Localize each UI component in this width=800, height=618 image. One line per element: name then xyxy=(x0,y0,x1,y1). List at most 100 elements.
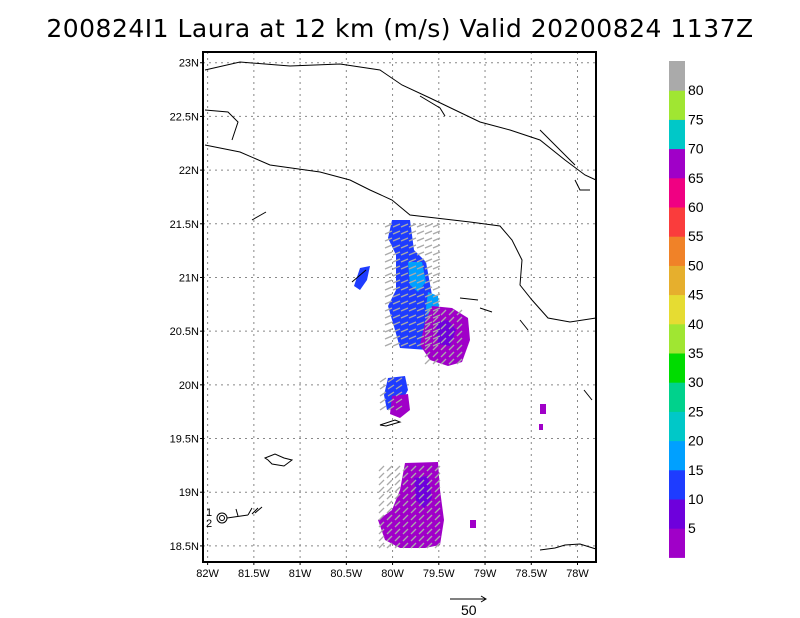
lat-tick-label: 21N xyxy=(179,272,199,284)
colorbar-swatch xyxy=(669,294,685,325)
wind-vector xyxy=(408,223,417,228)
wind-vector xyxy=(410,465,417,472)
wind-vector xyxy=(400,314,409,319)
lon-tick-label: 80W xyxy=(381,568,404,580)
wind-vector xyxy=(410,521,417,528)
wind-vector xyxy=(408,279,417,284)
wind-vector xyxy=(400,265,409,270)
wind-vector xyxy=(392,230,401,235)
wind-vector xyxy=(418,486,425,493)
wind-vector xyxy=(416,272,425,277)
wind-vector xyxy=(384,258,393,263)
wind-vector xyxy=(424,358,431,365)
wind-vector xyxy=(384,244,393,249)
wind-vector xyxy=(392,279,401,284)
wind-vector xyxy=(424,335,433,340)
wind-vector xyxy=(384,230,393,235)
wind-vector xyxy=(424,344,431,351)
lon-tick-label: 78W xyxy=(566,568,589,580)
wind-vector xyxy=(395,405,403,411)
wind-vector xyxy=(432,265,441,270)
wind-vector xyxy=(410,493,417,500)
wind-vector xyxy=(410,472,417,479)
wind-vector xyxy=(402,479,409,486)
wind-vector xyxy=(440,309,447,316)
wind-vector xyxy=(426,521,433,528)
wind-vector xyxy=(426,479,433,486)
wind-vector xyxy=(402,493,409,500)
colorbar-label: 75 xyxy=(688,111,704,127)
wind-vector xyxy=(378,465,385,472)
lon-tick-label: 81W xyxy=(289,568,312,580)
wind-vector xyxy=(392,293,401,298)
wind-vector xyxy=(408,293,417,298)
colorbar-swatch xyxy=(669,207,685,237)
wind-vector xyxy=(432,223,441,228)
wind-vector xyxy=(394,486,401,493)
wind-vector xyxy=(387,384,395,390)
wind-vector xyxy=(402,465,409,472)
wind-vector xyxy=(386,465,393,472)
wind-vector xyxy=(379,384,387,390)
wind-vector xyxy=(394,493,401,500)
wind-vector xyxy=(392,314,401,319)
wind-area-north-cyan xyxy=(408,262,426,292)
haiti-inlet xyxy=(583,389,593,401)
wind-vector xyxy=(378,472,385,479)
wind-vector xyxy=(448,323,455,330)
wind-vector xyxy=(432,251,441,256)
vector-scale: 50 xyxy=(450,595,487,618)
wind-vector xyxy=(392,251,401,256)
wind-vector xyxy=(392,300,401,305)
wind-vector xyxy=(384,342,393,347)
wind-vector xyxy=(384,272,393,277)
key-5 xyxy=(519,319,529,331)
vector-scale-label: 50 xyxy=(461,602,477,618)
wind-vector xyxy=(424,293,433,298)
lat-tick-label: 21.5N xyxy=(170,219,199,231)
wind-vector xyxy=(408,251,417,256)
wind-vector xyxy=(424,244,433,249)
wind-vector xyxy=(448,351,455,358)
colorbar-swatch xyxy=(669,119,685,150)
wind-vector xyxy=(402,535,409,542)
wind-vector xyxy=(418,535,425,542)
wind-vector xyxy=(384,314,393,319)
wind-vector xyxy=(378,486,385,493)
colorbar-swatch xyxy=(669,353,685,383)
wind-vector xyxy=(408,272,417,277)
wind-vector xyxy=(402,528,409,535)
wind-vector xyxy=(440,344,447,351)
colorbar-swatch xyxy=(669,528,685,558)
wind-vector xyxy=(424,337,431,344)
colorbar-label: 35 xyxy=(688,345,704,361)
wind-vector xyxy=(424,307,433,312)
wind-vector xyxy=(456,316,463,323)
wind-vector xyxy=(448,358,455,365)
latitude-labels: 23N 22.5N 22N 21.5N 21N 20.5N 20N 19.5N 19N 18.5N xyxy=(170,58,203,553)
colorbar-label: 5 xyxy=(688,520,696,536)
wind-vector xyxy=(432,272,441,277)
wind-vector xyxy=(384,223,393,228)
wind-vector xyxy=(379,398,387,404)
wind-vector xyxy=(418,479,425,486)
wind-vector xyxy=(434,500,441,507)
wind-vector xyxy=(400,307,409,312)
wind-vector xyxy=(392,307,401,312)
wind-vector xyxy=(408,286,417,291)
wind-vector xyxy=(424,309,431,316)
wind-vector xyxy=(424,321,433,326)
wind-vector xyxy=(426,528,433,535)
wind-vector xyxy=(384,307,393,312)
cayman-brac xyxy=(379,419,402,427)
wind-vector xyxy=(440,330,447,337)
wind-vector xyxy=(424,316,431,323)
key-4 xyxy=(479,307,493,313)
wind-vector xyxy=(416,293,425,298)
wind-vector xyxy=(434,465,441,472)
wind-vector xyxy=(379,405,387,411)
wind-vector xyxy=(434,535,441,542)
wind-vector xyxy=(410,542,417,549)
wind-vector xyxy=(456,323,463,330)
wind-vector xyxy=(400,335,409,340)
